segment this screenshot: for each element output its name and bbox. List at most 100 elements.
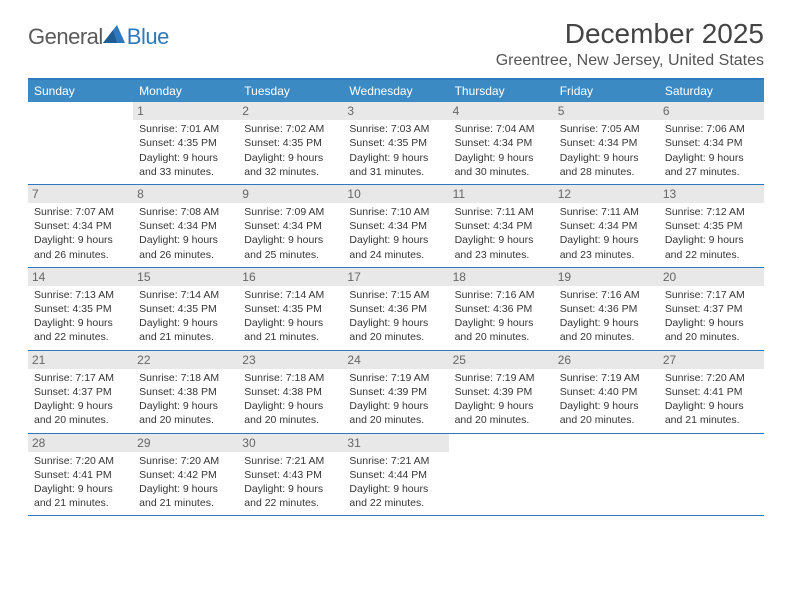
sunset-line: Sunset: 4:34 PM	[244, 219, 337, 233]
sunrise-line: Sunrise: 7:18 AM	[139, 371, 232, 385]
sunrise-line: Sunrise: 7:11 AM	[560, 205, 653, 219]
sunrise-line: Sunrise: 7:12 AM	[665, 205, 758, 219]
day-header: Monday	[133, 80, 238, 102]
daylight-line: Daylight: 9 hours and 20 minutes.	[665, 316, 758, 344]
day-number: 21	[28, 351, 133, 369]
day-cell	[28, 102, 133, 184]
day-cell: 25Sunrise: 7:19 AMSunset: 4:39 PMDayligh…	[449, 351, 554, 433]
day-number: 31	[343, 434, 448, 452]
daylight-line: Daylight: 9 hours and 20 minutes.	[34, 399, 127, 427]
sunrise-line: Sunrise: 7:04 AM	[455, 122, 548, 136]
day-number: 30	[238, 434, 343, 452]
day-number: 22	[133, 351, 238, 369]
day-number: 26	[554, 351, 659, 369]
sunset-line: Sunset: 4:37 PM	[665, 302, 758, 316]
sunrise-line: Sunrise: 7:17 AM	[34, 371, 127, 385]
sunrise-line: Sunrise: 7:13 AM	[34, 288, 127, 302]
sunset-line: Sunset: 4:39 PM	[455, 385, 548, 399]
day-number: 5	[554, 102, 659, 120]
sunrise-line: Sunrise: 7:16 AM	[560, 288, 653, 302]
daylight-line: Daylight: 9 hours and 21 minutes.	[139, 316, 232, 344]
location: Greentree, New Jersey, United States	[496, 52, 764, 70]
day-cell: 6Sunrise: 7:06 AMSunset: 4:34 PMDaylight…	[659, 102, 764, 184]
daylight-line: Daylight: 9 hours and 32 minutes.	[244, 151, 337, 179]
logo-text-general: General	[28, 24, 103, 50]
daylight-line: Daylight: 9 hours and 20 minutes.	[349, 316, 442, 344]
day-cell: 20Sunrise: 7:17 AMSunset: 4:37 PMDayligh…	[659, 268, 764, 350]
day-cell: 26Sunrise: 7:19 AMSunset: 4:40 PMDayligh…	[554, 351, 659, 433]
day-header: Saturday	[659, 80, 764, 102]
header: General Blue December 2025 Greentree, Ne…	[28, 18, 764, 70]
day-number: 6	[659, 102, 764, 120]
month-title: December 2025	[496, 18, 764, 50]
sunset-line: Sunset: 4:38 PM	[244, 385, 337, 399]
sunrise-line: Sunrise: 7:21 AM	[244, 454, 337, 468]
sunrise-line: Sunrise: 7:17 AM	[665, 288, 758, 302]
day-number: 18	[449, 268, 554, 286]
day-header: Thursday	[449, 80, 554, 102]
sunset-line: Sunset: 4:34 PM	[455, 219, 548, 233]
day-number: 4	[449, 102, 554, 120]
day-number: 9	[238, 185, 343, 203]
sunrise-line: Sunrise: 7:03 AM	[349, 122, 442, 136]
sunset-line: Sunset: 4:36 PM	[560, 302, 653, 316]
sunset-line: Sunset: 4:34 PM	[665, 136, 758, 150]
day-header: Tuesday	[238, 80, 343, 102]
daylight-line: Daylight: 9 hours and 21 minutes.	[34, 482, 127, 510]
sunset-line: Sunset: 4:42 PM	[139, 468, 232, 482]
sunrise-line: Sunrise: 7:18 AM	[244, 371, 337, 385]
day-header: Sunday	[28, 80, 133, 102]
sunrise-line: Sunrise: 7:09 AM	[244, 205, 337, 219]
day-cell: 1Sunrise: 7:01 AMSunset: 4:35 PMDaylight…	[133, 102, 238, 184]
day-number: 19	[554, 268, 659, 286]
week-row: 14Sunrise: 7:13 AMSunset: 4:35 PMDayligh…	[28, 268, 764, 351]
day-number: 24	[343, 351, 448, 369]
sunset-line: Sunset: 4:36 PM	[349, 302, 442, 316]
daylight-line: Daylight: 9 hours and 22 minutes.	[665, 233, 758, 261]
sunset-line: Sunset: 4:34 PM	[34, 219, 127, 233]
day-cell: 19Sunrise: 7:16 AMSunset: 4:36 PMDayligh…	[554, 268, 659, 350]
day-number: 17	[343, 268, 448, 286]
day-number: 14	[28, 268, 133, 286]
logo-triangle-icon	[103, 25, 125, 43]
sunset-line: Sunset: 4:39 PM	[349, 385, 442, 399]
daylight-line: Daylight: 9 hours and 21 minutes.	[244, 316, 337, 344]
day-number: 16	[238, 268, 343, 286]
sunrise-line: Sunrise: 7:01 AM	[139, 122, 232, 136]
day-cell: 27Sunrise: 7:20 AMSunset: 4:41 PMDayligh…	[659, 351, 764, 433]
day-cell: 5Sunrise: 7:05 AMSunset: 4:34 PMDaylight…	[554, 102, 659, 184]
day-number: 1	[133, 102, 238, 120]
daylight-line: Daylight: 9 hours and 21 minutes.	[139, 482, 232, 510]
daylight-line: Daylight: 9 hours and 23 minutes.	[560, 233, 653, 261]
daylight-line: Daylight: 9 hours and 21 minutes.	[665, 399, 758, 427]
sunset-line: Sunset: 4:34 PM	[139, 219, 232, 233]
daylight-line: Daylight: 9 hours and 22 minutes.	[34, 316, 127, 344]
sunset-line: Sunset: 4:36 PM	[455, 302, 548, 316]
day-cell: 18Sunrise: 7:16 AMSunset: 4:36 PMDayligh…	[449, 268, 554, 350]
sunrise-line: Sunrise: 7:07 AM	[34, 205, 127, 219]
daylight-line: Daylight: 9 hours and 27 minutes.	[665, 151, 758, 179]
day-cell: 3Sunrise: 7:03 AMSunset: 4:35 PMDaylight…	[343, 102, 448, 184]
daylight-line: Daylight: 9 hours and 25 minutes.	[244, 233, 337, 261]
day-cell: 23Sunrise: 7:18 AMSunset: 4:38 PMDayligh…	[238, 351, 343, 433]
day-number: 29	[133, 434, 238, 452]
sunrise-line: Sunrise: 7:19 AM	[349, 371, 442, 385]
sunset-line: Sunset: 4:41 PM	[665, 385, 758, 399]
daylight-line: Daylight: 9 hours and 20 minutes.	[139, 399, 232, 427]
day-number: 15	[133, 268, 238, 286]
weeks-container: 1Sunrise: 7:01 AMSunset: 4:35 PMDaylight…	[28, 102, 764, 516]
daylight-line: Daylight: 9 hours and 20 minutes.	[455, 399, 548, 427]
daylight-line: Daylight: 9 hours and 20 minutes.	[455, 316, 548, 344]
daylight-line: Daylight: 9 hours and 26 minutes.	[139, 233, 232, 261]
sunset-line: Sunset: 4:34 PM	[560, 136, 653, 150]
day-cell: 9 Sunrise: 7:09 AMSunset: 4:34 PMDaylight…	[238, 185, 343, 267]
day-number: 7	[28, 185, 133, 203]
day-cell: 7Sunrise: 7:07 AMSunset: 4:34 PMDaylight…	[28, 185, 133, 267]
sunset-line: Sunset: 4:35 PM	[665, 219, 758, 233]
day-cell: 14Sunrise: 7:13 AMSunset: 4:35 PMDayligh…	[28, 268, 133, 350]
sunset-line: Sunset: 4:35 PM	[244, 136, 337, 150]
day-number: 28	[28, 434, 133, 452]
logo-text-blue: Blue	[127, 24, 169, 50]
day-cell: 16Sunrise: 7:14 AMSunset: 4:35 PMDayligh…	[238, 268, 343, 350]
sunset-line: Sunset: 4:37 PM	[34, 385, 127, 399]
